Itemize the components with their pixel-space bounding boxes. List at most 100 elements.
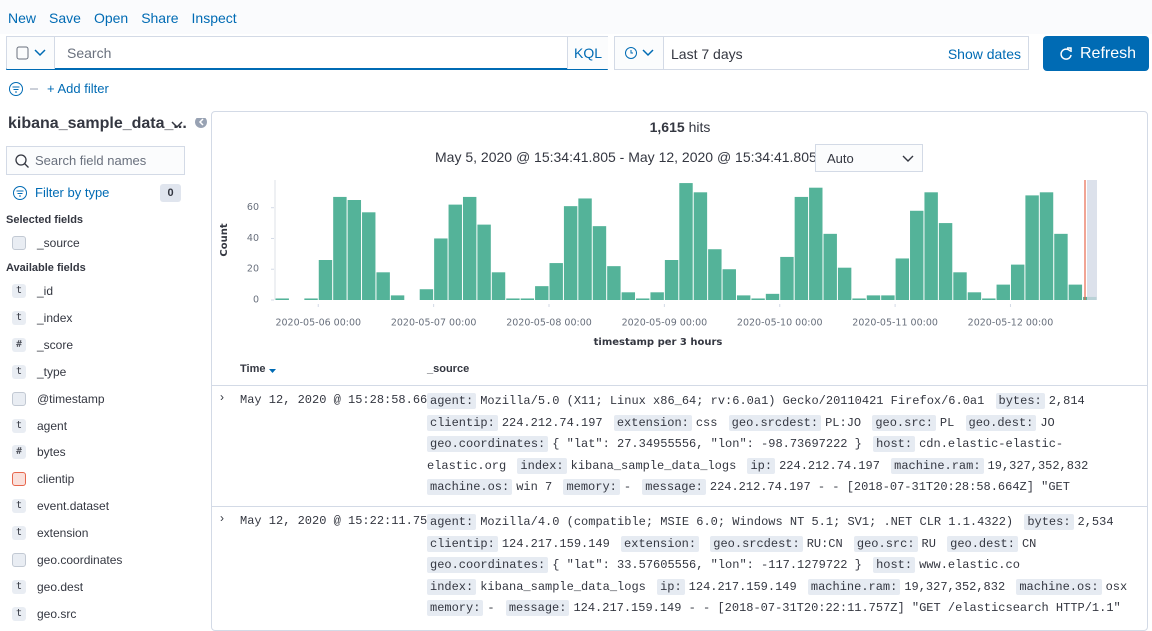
refresh-button[interactable]: Refresh [1043, 36, 1149, 71]
field-item[interactable]: tagent [12, 416, 67, 436]
hits-number: 1,615 [650, 119, 685, 135]
field-key: geo.dest: [947, 536, 1018, 552]
field-key: index: [427, 579, 476, 595]
doc-time: May 12, 2020 @ 15:28:58.664 [240, 390, 434, 412]
field-type-icon [12, 236, 26, 250]
bar [766, 294, 779, 300]
field-item[interactable]: t_index [12, 308, 72, 328]
field-key: memory: [563, 479, 619, 495]
bar [751, 298, 764, 300]
bar [636, 298, 649, 300]
field-item[interactable]: tgeo.src [12, 604, 76, 624]
field-key: geo.srcdest: [729, 415, 821, 431]
field-item[interactable]: clientip [12, 469, 74, 489]
doc-source: agent:Mozilla/5.0 (X11; Linux x86_64; rv… [427, 391, 1142, 499]
bar [420, 289, 433, 300]
language-switch[interactable]: KQL [567, 37, 608, 69]
field-value: { "lat": 33.57605556, "lon": -117.127972… [552, 558, 862, 572]
bar [1054, 234, 1067, 300]
bar [521, 298, 534, 300]
bar [276, 298, 289, 300]
x-tick-label: 2020-05-09 00:00 [622, 318, 708, 329]
field-type-icon [12, 392, 26, 406]
field-type-icon [12, 472, 26, 486]
field-key: clientip: [427, 536, 498, 552]
x-tick-label: 2020-05-12 00:00 [968, 318, 1054, 329]
doc-row: › May 12, 2020 @ 15:28:58.664agent:Mozill… [212, 386, 1148, 507]
bar [607, 266, 620, 300]
table-body: ›May 12, 2020 @ 15:28:58.664agent:Mozill… [212, 386, 1148, 625]
field-item[interactable]: tevent.dataset [12, 496, 109, 516]
bar [910, 211, 923, 300]
x-tick-label: 2020-05-06 00:00 [275, 318, 361, 329]
interval-select[interactable]: Auto [815, 144, 923, 172]
x-tick-label: 2020-05-10 00:00 [737, 318, 823, 329]
field-item[interactable]: @timestamp [12, 389, 105, 409]
field-key: machine.os: [1016, 579, 1101, 595]
table-header: Time _source [212, 357, 1148, 386]
doc-time: May 12, 2020 @ 15:22:11.757 [240, 511, 434, 533]
field-key: geo.src: [872, 415, 936, 431]
bar [852, 298, 865, 300]
field-value: 19,327,352,832 [988, 459, 1089, 473]
date-picker[interactable]: Last 7 days Show dates [614, 36, 1029, 70]
field-key: machine.ram: [808, 579, 900, 595]
bar [1011, 265, 1024, 300]
field-item[interactable]: # _score [12, 335, 73, 355]
field-value: JO [1040, 416, 1054, 430]
refresh-icon [1058, 46, 1074, 62]
bar [694, 192, 707, 300]
field-value: 224.212.74.197 [502, 416, 603, 430]
sort-icon[interactable] [268, 367, 278, 375]
field-key: geo.dest: [966, 415, 1037, 431]
bar [809, 188, 822, 300]
x-tick-label: 2020-05-11 00:00 [852, 318, 938, 329]
bar [953, 272, 966, 300]
field-name: _score [37, 338, 73, 352]
field-item[interactable]: t_type [12, 362, 66, 382]
expand-toggle[interactable]: › [220, 390, 224, 404]
show-dates[interactable]: Show dates [948, 46, 1021, 62]
bar [1025, 195, 1038, 300]
field-value: RU:CN [807, 537, 843, 551]
expand-toggle[interactable]: › [220, 511, 224, 525]
bar [997, 285, 1010, 300]
bar [477, 225, 490, 300]
bar [492, 272, 505, 300]
field-value: 124.217.159.149 [689, 580, 797, 594]
field-type-icon [12, 553, 26, 567]
field-type-icon: # [12, 445, 26, 459]
field-type-icon: t [12, 526, 26, 540]
field-item[interactable]: _source [12, 233, 80, 253]
field-key: bytes: [996, 393, 1045, 409]
time-range-text: May 5, 2020 @ 15:34:41.805 - May 12, 202… [435, 149, 835, 165]
bar [304, 298, 317, 300]
field-item[interactable]: # bytes [12, 442, 66, 462]
time-column[interactable]: Time [240, 363, 265, 375]
field-key: clientip: [427, 415, 498, 431]
bar [333, 197, 346, 300]
field-key: index: [517, 458, 566, 474]
field-type-icon: t [12, 419, 26, 433]
field-value: 224.212.74.197 [779, 459, 880, 473]
bar [1040, 192, 1053, 300]
field-item[interactable]: textension [12, 523, 88, 543]
field-type-icon: t [12, 607, 26, 621]
field-key: bytes: [1024, 514, 1073, 530]
doc-source: agent:Mozilla/4.0 (compatible; MSIE 6.0;… [427, 512, 1142, 620]
field-name: bytes [37, 445, 66, 459]
field-value: - [487, 601, 494, 615]
field-item[interactable]: t_id [12, 281, 53, 301]
quick-select[interactable] [615, 37, 664, 69]
x-axis-label: timestamp per 3 hours [594, 337, 723, 348]
field-type-icon: # [12, 338, 26, 352]
bar [737, 295, 750, 300]
field-item[interactable]: geo.coordinates [12, 550, 122, 570]
field-item[interactable]: tgeo.dest [12, 577, 83, 597]
bar [838, 268, 851, 300]
clock-icon [615, 37, 664, 69]
field-name: _index [37, 311, 72, 325]
bar [665, 260, 678, 300]
bar [593, 226, 606, 300]
field-name: _id [37, 284, 53, 298]
